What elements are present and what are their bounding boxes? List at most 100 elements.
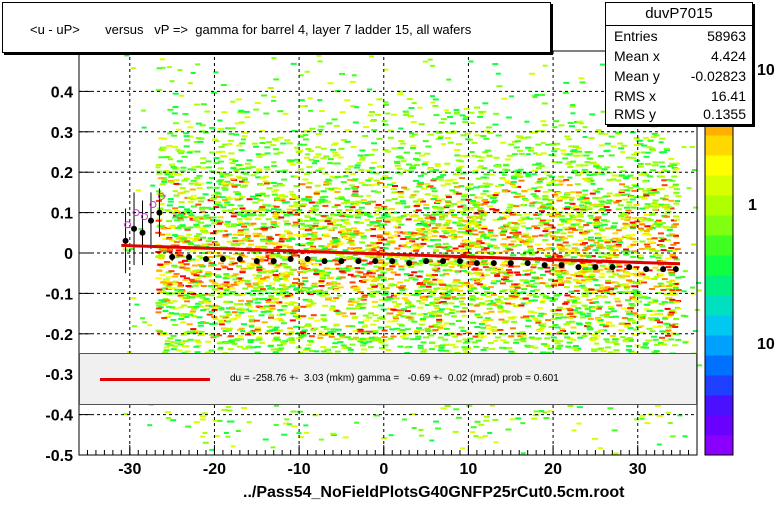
density-cell bbox=[211, 306, 218, 309]
density-cell bbox=[309, 291, 316, 294]
density-cell bbox=[298, 134, 305, 137]
density-cell bbox=[647, 317, 654, 320]
density-cell bbox=[549, 247, 556, 250]
density-cell bbox=[259, 247, 266, 249]
density-cell bbox=[216, 222, 223, 225]
density-cell bbox=[669, 324, 676, 327]
density-cell bbox=[318, 219, 325, 222]
density-cell bbox=[237, 213, 244, 216]
density-cell bbox=[461, 346, 468, 349]
density-cell bbox=[566, 219, 573, 222]
density-cell bbox=[462, 266, 469, 269]
density-cell bbox=[501, 278, 508, 281]
density-cell bbox=[421, 163, 428, 166]
density-cell bbox=[646, 310, 653, 312]
density-cell bbox=[220, 196, 227, 199]
density-cell bbox=[505, 209, 512, 212]
density-cell bbox=[528, 149, 534, 152]
density-cell bbox=[361, 348, 368, 351]
density-cell bbox=[627, 174, 634, 177]
density-cell bbox=[531, 263, 538, 266]
density-cell bbox=[506, 154, 513, 157]
density-cell bbox=[438, 344, 445, 347]
density-cell bbox=[414, 152, 421, 155]
density-cell bbox=[387, 236, 394, 239]
density-cell bbox=[610, 310, 617, 313]
density-cell bbox=[318, 280, 325, 283]
density-cell bbox=[639, 273, 646, 276]
density-cell bbox=[306, 199, 312, 202]
density-cell bbox=[507, 316, 514, 319]
density-cell bbox=[574, 297, 581, 300]
density-cell bbox=[573, 312, 580, 315]
density-cell bbox=[368, 184, 375, 187]
density-cell bbox=[270, 204, 277, 207]
density-cell bbox=[673, 188, 680, 191]
density-cell bbox=[639, 223, 646, 226]
density-cell bbox=[200, 415, 207, 418]
density-cell bbox=[216, 342, 223, 345]
density-cell bbox=[329, 268, 336, 270]
density-cell bbox=[351, 307, 358, 310]
density-cell bbox=[475, 339, 482, 342]
density-cell bbox=[621, 250, 628, 253]
density-cell bbox=[335, 313, 342, 315]
density-cell bbox=[639, 240, 646, 243]
density-cell bbox=[555, 316, 562, 319]
density-cell bbox=[257, 199, 264, 202]
density-cell bbox=[252, 274, 259, 277]
density-cell bbox=[254, 217, 261, 220]
density-cell bbox=[382, 344, 389, 347]
density-cell bbox=[230, 223, 237, 226]
density-cell bbox=[588, 288, 595, 291]
density-cell bbox=[283, 279, 290, 282]
density-cell bbox=[433, 263, 440, 266]
density-cell bbox=[293, 325, 300, 328]
density-cell bbox=[626, 245, 633, 248]
density-cell bbox=[269, 252, 276, 255]
density-cell bbox=[398, 223, 405, 226]
density-cell bbox=[353, 232, 360, 235]
density-cell bbox=[279, 237, 286, 240]
density-cell bbox=[580, 261, 587, 264]
density-cell bbox=[224, 284, 231, 287]
density-cell bbox=[169, 341, 176, 344]
density-cell bbox=[454, 186, 461, 189]
density-cell bbox=[155, 304, 162, 307]
density-cell bbox=[570, 304, 577, 307]
density-cell bbox=[313, 269, 320, 272]
density-cell bbox=[475, 274, 482, 277]
density-cell bbox=[499, 282, 506, 285]
density-cell bbox=[498, 318, 505, 321]
density-cell bbox=[501, 309, 508, 312]
density-cell bbox=[348, 267, 355, 270]
density-cell bbox=[501, 228, 508, 231]
density-cell bbox=[467, 207, 474, 210]
density-cell bbox=[273, 326, 280, 329]
density-cell bbox=[384, 325, 391, 328]
density-cell bbox=[649, 313, 656, 316]
density-cell bbox=[557, 276, 564, 279]
density-cell bbox=[300, 224, 307, 227]
density-cell bbox=[384, 262, 390, 265]
density-cell bbox=[314, 289, 321, 292]
density-cell bbox=[449, 209, 456, 212]
density-cell bbox=[323, 267, 330, 270]
density-cell bbox=[552, 324, 559, 326]
density-cell bbox=[293, 201, 300, 204]
density-cell bbox=[414, 164, 420, 166]
density-cell bbox=[256, 266, 263, 269]
density-cell bbox=[369, 166, 376, 169]
density-cell bbox=[277, 278, 284, 280]
density-cell bbox=[282, 238, 289, 241]
density-cell bbox=[627, 273, 634, 276]
density-cell bbox=[237, 221, 244, 223]
density-cell bbox=[565, 316, 572, 319]
density-cell bbox=[617, 241, 624, 244]
density-cell bbox=[534, 227, 541, 230]
density-cell bbox=[281, 305, 288, 307]
density-cell bbox=[619, 276, 626, 279]
density-cell bbox=[158, 257, 165, 260]
density-cell bbox=[440, 287, 446, 290]
density-cell bbox=[447, 211, 454, 214]
